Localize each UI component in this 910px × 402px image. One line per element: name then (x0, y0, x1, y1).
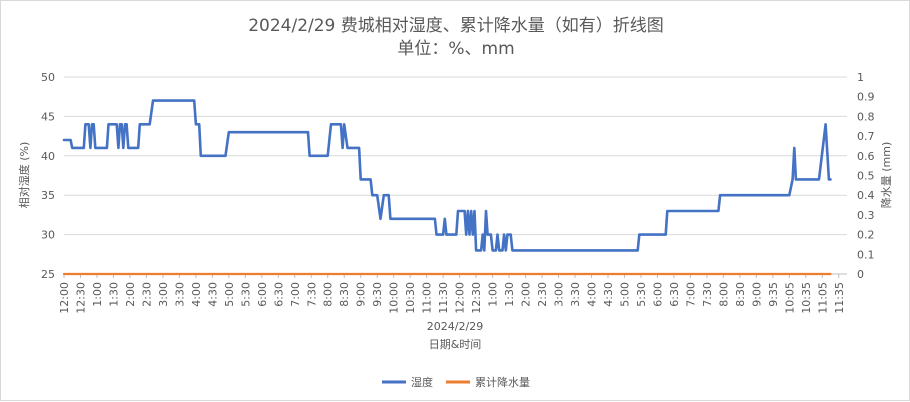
x-tick-label: 1:30 (503, 282, 516, 307)
x-tick-label: 6:00 (651, 282, 664, 307)
x-tick-label: 7:00 (289, 282, 302, 307)
x-tick-label: 11:30 (437, 282, 450, 314)
x-tick-label: 1:30 (107, 282, 120, 307)
y-right-tick-label: 1 (857, 71, 864, 84)
x-tick-label: 4:30 (602, 282, 615, 307)
x-tick-label: 2:30 (536, 282, 549, 307)
x-tick-label: 5:00 (618, 282, 631, 307)
x-tick-label: 3:00 (553, 282, 566, 307)
chart-subtitle: 单位：%、mm (397, 39, 514, 59)
legend: 湿度 累计降水量 (382, 375, 530, 389)
x-tick-label: 12:00 (454, 282, 467, 314)
y-axis-right-title: 降水量 (mm) (879, 142, 893, 209)
x-tick-label: 4:00 (585, 282, 598, 307)
x-tick-label: 8:30 (734, 282, 747, 307)
y-right-tick-label: 0.8 (857, 110, 875, 123)
x-tick-label: 5:30 (239, 282, 252, 307)
y-left-tick-label: 50 (41, 71, 55, 84)
x-tick-label: 9:00 (750, 282, 763, 307)
x-axis-date-label: 2024/2/29 (427, 320, 483, 333)
y-left-tick-label: 40 (41, 150, 55, 163)
x-tick-label: 10:00 (388, 282, 401, 314)
x-tick-label: 6:00 (256, 282, 269, 307)
y-right-tick-label: 0.3 (857, 209, 875, 222)
x-tick-label: 6:30 (668, 282, 681, 307)
x-tick-label: 9:35 (767, 282, 780, 307)
x-tick-label: 3:00 (157, 282, 170, 307)
y-axis-left-ticks: 25 30 35 40 45 50 (41, 71, 55, 281)
y-right-tick-label: 0 (857, 268, 864, 281)
y-right-tick-label: 0.7 (857, 130, 875, 143)
x-tick-label: 11:00 (421, 282, 434, 314)
x-tick-label: 11:05 (816, 282, 829, 314)
x-tick-label: 7:30 (305, 282, 318, 307)
x-tick-label: 7:00 (684, 282, 697, 307)
legend-label-humidity: 湿度 (411, 375, 433, 389)
x-tick-label: 6:30 (272, 282, 285, 307)
y-left-tick-label: 30 (41, 229, 55, 242)
x-tick-label: 1:00 (91, 282, 104, 307)
y-right-tick-label: 0.2 (857, 229, 875, 242)
x-tick-label: 7:30 (701, 282, 714, 307)
x-axis-ticks: 12:00 12:30 1:00 1:30 2:00 2:30 3:00 3:30 4:00 4:… (58, 274, 846, 314)
y-left-tick-label: 45 (41, 110, 55, 123)
x-tick-label: 5:00 (223, 282, 236, 307)
x-tick-label: 5:30 (635, 282, 648, 307)
x-tick-label: 10:05 (783, 282, 796, 314)
y-axis-right-ticks: 0 0.1 0.2 0.3 0.4 0.5 0.6 0.7 0.8 0.9 1 (857, 71, 875, 281)
x-tick-label: 8:00 (322, 282, 335, 307)
y-right-tick-label: 0.6 (857, 150, 875, 163)
x-tick-label: 2:00 (520, 282, 533, 307)
x-tick-label: 10:35 (800, 282, 813, 314)
y-left-tick-label: 25 (41, 268, 55, 281)
y-right-tick-label: 0.1 (857, 248, 875, 261)
y-right-tick-label: 0.5 (857, 170, 875, 183)
y-right-tick-label: 0.9 (857, 91, 875, 104)
x-tick-label: 2:30 (140, 282, 153, 307)
x-tick-label: 12:30 (74, 282, 87, 314)
x-tick-label: 11:35 (833, 282, 846, 314)
x-tick-label: 8:00 (717, 282, 730, 307)
x-axis-title: 日期&时间 (429, 338, 482, 351)
chart-title: 2024/2/29 费城相对湿度、累计降水量（如有）折线图 (248, 16, 664, 36)
grid-lines (64, 76, 847, 275)
x-tick-label: 9:00 (355, 282, 368, 307)
y-axis-left-title: 相对湿度 (%) (17, 142, 31, 209)
x-tick-label: 4:00 (190, 282, 203, 307)
series-group (62, 99, 832, 276)
legend-label-precipitation: 累计降水量 (475, 375, 530, 389)
x-tick-label: 12:30 (470, 282, 483, 314)
x-tick-label: 3:30 (569, 282, 582, 307)
series-line-humidity (62, 99, 832, 252)
x-tick-label: 3:30 (173, 282, 186, 307)
x-tick-label: 10:30 (404, 282, 417, 314)
x-tick-label: 12:00 (58, 282, 71, 314)
x-tick-label: 8:30 (338, 282, 351, 307)
x-tick-label: 9:30 (371, 282, 384, 307)
y-right-tick-label: 0.4 (857, 189, 875, 202)
x-tick-label: 1:00 (487, 282, 500, 307)
y-left-tick-label: 35 (41, 189, 55, 202)
x-tick-label: 4:30 (206, 282, 219, 307)
x-tick-label: 2:00 (124, 282, 137, 307)
